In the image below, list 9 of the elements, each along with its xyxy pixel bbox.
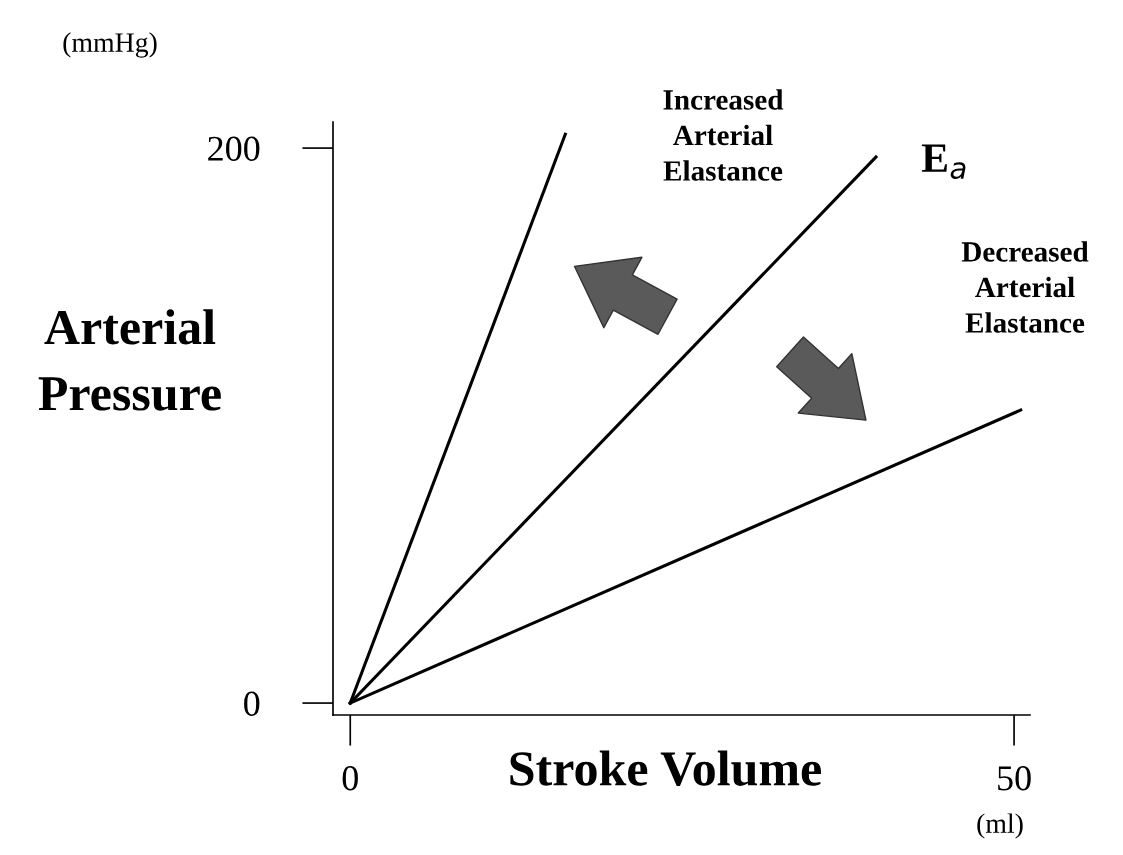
annotation: Increased Arterial Elastance — [663, 89, 784, 181]
y-axis-title: Arterial Pressure — [38, 309, 221, 411]
text: (mmHg) — [63, 32, 157, 58]
y-tick-label: 200 — [208, 136, 260, 161]
x-tick-label: 50 — [998, 766, 1031, 791]
annotation: E$_{a}$ — [921, 144, 966, 180]
annotation: Decreased Arterial Elastance — [961, 241, 1089, 333]
x-axis-title: Stroke Volume — [510, 750, 821, 787]
text: (ml) — [977, 813, 1023, 839]
